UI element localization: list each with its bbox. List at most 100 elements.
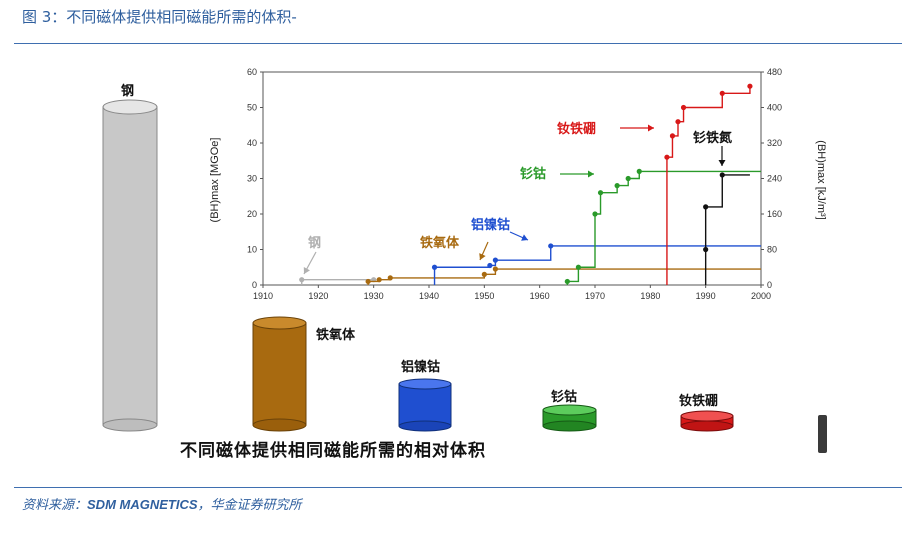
- annotation-smfen: 钐铁氮: [693, 130, 732, 166]
- data-point: [614, 183, 620, 189]
- left-y-axis-label: (BH)max [MGOe]: [209, 138, 221, 223]
- annotation-ndfeb: 钕铁硼: [557, 121, 654, 137]
- x-tick-label: 1940: [419, 291, 439, 301]
- data-point: [481, 271, 487, 277]
- annotation-steel: 钢: [303, 235, 321, 275]
- data-point: [680, 104, 687, 111]
- source-prefix: 资料来源：: [22, 498, 88, 513]
- steel-label: 钢: [121, 83, 134, 99]
- series-line: [704, 174, 750, 250]
- x-tick-label: 2000: [751, 291, 771, 301]
- smco-cylinder: [542, 404, 597, 432]
- data-point: [747, 83, 753, 89]
- x-tick-label: 1960: [530, 291, 550, 301]
- x-tick-label: 1950: [474, 291, 494, 301]
- annotation-arrow-head: [303, 267, 310, 274]
- x-tick-label: 1920: [308, 291, 328, 301]
- data-point: [719, 172, 725, 178]
- right-y-axis-label: (BH)max [kJ/m³]: [815, 140, 827, 219]
- left-y-tick-label: 10: [247, 245, 257, 255]
- bhmax-chart: 1910 1920 1930 1940 1950 1960 1970 1980 1990 2000…: [209, 67, 827, 301]
- source-suffix: ，华金证券研究所: [197, 498, 302, 513]
- data-point: [487, 262, 493, 269]
- figure-title: 图 3：不同磁体提供相同磁能所需的体积-: [22, 8, 297, 26]
- data-point: [703, 246, 709, 253]
- data-point: [625, 175, 631, 182]
- right-y-tick-label: 320: [767, 138, 782, 148]
- right-y-tick-label: 160: [767, 209, 782, 219]
- series-line: [368, 268, 761, 283]
- alnico-cylinder: [398, 378, 452, 432]
- right-y-tick-label: 0: [767, 280, 772, 290]
- plot-frame: [262, 71, 762, 286]
- left-y-tick-label: 50: [247, 103, 257, 113]
- annotation-smco: 钐钴: [520, 166, 594, 182]
- annotation-label: 钐钴: [520, 166, 546, 182]
- right-y-axis-ticks: 0 80 160 240 320 400 480: [761, 67, 782, 290]
- annotation-arrow-head: [479, 253, 486, 260]
- x-tick-label: 1990: [696, 291, 716, 301]
- data-point: [664, 154, 670, 160]
- series-line: [666, 86, 751, 158]
- x-tick-label: 1970: [585, 291, 605, 301]
- data-point: [597, 190, 604, 196]
- annotation-arrow-head: [718, 160, 726, 166]
- right-y-tick-label: 240: [767, 174, 782, 184]
- smco-label: 钐钴: [551, 389, 577, 405]
- x-tick-label: 1980: [640, 291, 660, 301]
- right-y-tick-label: 80: [767, 245, 777, 255]
- steel-cylinder: [102, 99, 158, 432]
- left-y-tick-label: 30: [247, 174, 257, 184]
- annotation-arrow-head: [588, 170, 594, 178]
- data-point: [492, 266, 498, 272]
- series-ferrite: [365, 266, 761, 285]
- series-alnico: [431, 243, 761, 285]
- data-point: [564, 278, 570, 285]
- caption: 不同磁体提供相同磁能所需的相对体积: [180, 440, 486, 461]
- left-y-tick-label: 0: [252, 280, 257, 290]
- x-tick-label: 1910: [253, 291, 273, 301]
- left-y-axis-ticks: 0 10 20 30 40 50 60: [247, 67, 263, 290]
- source-name: SDM MAGNETICS: [87, 497, 198, 512]
- annotation-ferrite: 铁氧体: [419, 235, 489, 261]
- right-y-tick-label: 480: [767, 67, 782, 77]
- ndfeb-cylinder: [680, 410, 734, 432]
- series-steel: [299, 277, 377, 285]
- alnico-label: 铝镍钴: [401, 359, 440, 375]
- source-note: 资料来源：SDM MAGNETICS，华金证券研究所: [22, 494, 302, 513]
- series-smfen: [703, 172, 750, 285]
- annotation-alnico: 铝镍钴: [471, 217, 529, 241]
- data-point: [431, 264, 438, 270]
- data-point: [387, 275, 393, 281]
- annotation-label: 钢: [308, 235, 321, 251]
- ndfeb-label: 钕铁硼: [679, 393, 718, 409]
- annotation-label: 铝镍钴: [471, 217, 510, 233]
- left-y-tick-label: 40: [247, 138, 257, 148]
- annotation-label: 铁氧体: [419, 235, 460, 251]
- data-point: [299, 277, 305, 283]
- right-y-tick-label: 400: [767, 103, 782, 113]
- data-point: [592, 211, 598, 217]
- bottom-rule: [14, 487, 902, 488]
- data-point: [675, 119, 681, 125]
- annotation-label: 钐铁氮: [693, 130, 732, 146]
- top-rule: [14, 43, 902, 44]
- annotation-label: 钕铁硼: [557, 121, 596, 137]
- series-line: [567, 170, 761, 283]
- data-point: [575, 264, 582, 270]
- data-point: [365, 278, 371, 285]
- annotation-arrow-head: [521, 234, 528, 241]
- edge-bar: [818, 415, 827, 453]
- data-point: [492, 257, 498, 263]
- data-point: [719, 90, 725, 96]
- data-point: [703, 204, 709, 210]
- ferrite-label: 铁氧体: [315, 327, 356, 343]
- x-axis-ticks: 1910 1920 1930 1940 1950 1960 1970 1980 1990 2000: [253, 285, 771, 301]
- left-y-tick-label: 20: [247, 209, 257, 219]
- x-tick-label: 1930: [364, 291, 384, 301]
- data-point: [376, 277, 382, 283]
- data-point: [636, 168, 642, 174]
- series-smco: [564, 168, 761, 285]
